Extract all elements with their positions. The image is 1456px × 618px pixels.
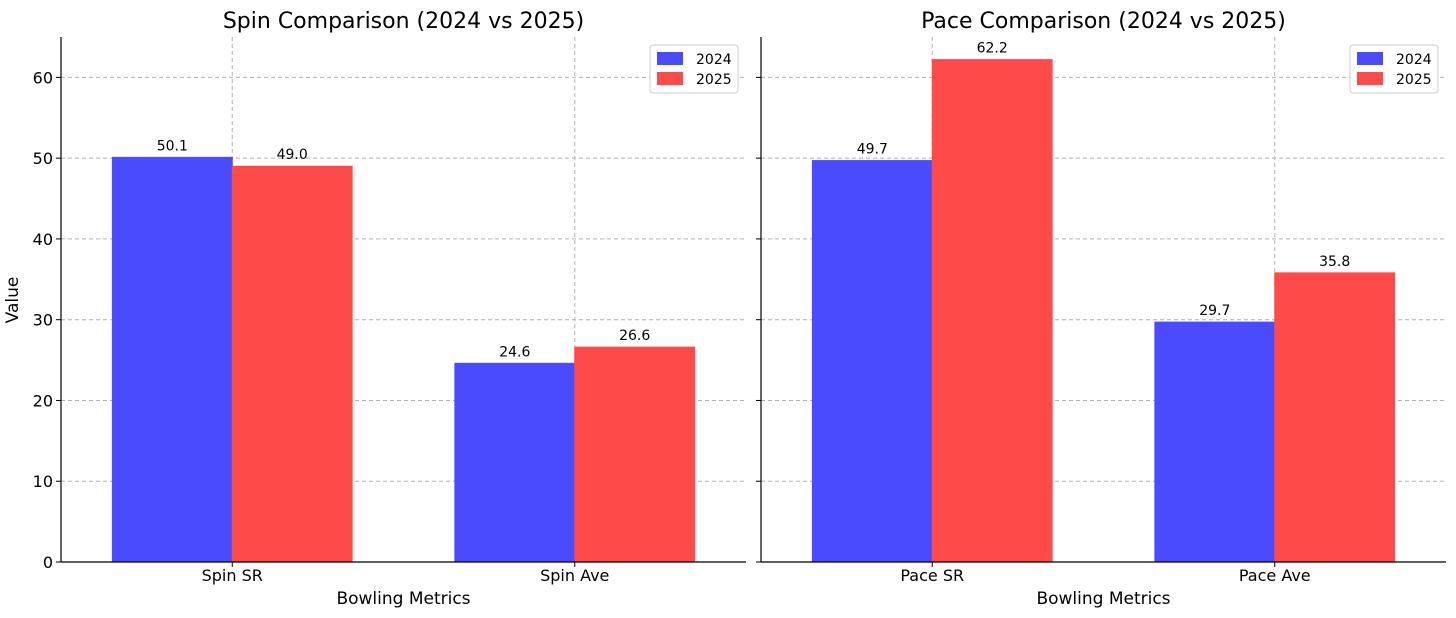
chart-panel-2: 49.7 29.7 62.2 35.8 Pace SR Pace Ave Bowling M…	[756, 9, 1446, 609]
x-tick-label: Spin Ave	[540, 566, 609, 585]
legend-label-2025: 2025	[696, 72, 732, 88]
legend: 2024 2025	[1349, 44, 1439, 94]
legend-label-2025: 2025	[1396, 72, 1432, 88]
chart-title: Spin Comparison (2024 vs 2025)	[223, 9, 584, 34]
y-tick-label: 0	[43, 553, 53, 572]
chart-panel-1: 50.1 24.6 49.0 26.6 0 10 20 30 40 50 60 Spin SR Spin…	[33, 9, 746, 609]
y-tick-label: 50	[33, 149, 53, 168]
bar-2025-spin-sr	[231, 165, 353, 563]
y-tick-label: 20	[33, 391, 53, 410]
legend-label-2024: 2024	[696, 52, 732, 68]
x-axis-label: Bowling Metrics	[336, 589, 470, 609]
legend-swatch-2024	[1357, 52, 1383, 65]
bar-2024-pace-ave	[1154, 321, 1276, 563]
bar-value-label: 29.7	[1199, 303, 1230, 319]
legend: 2024 2025	[649, 44, 739, 94]
bar-value-label: 49.0	[277, 147, 308, 163]
x-tick-label: Pace Ave	[1239, 566, 1311, 585]
x-tick-label: Spin SR	[202, 566, 263, 585]
bar-value-label: 50.1	[157, 138, 188, 154]
y-axis-label: Value	[3, 277, 23, 324]
bar-2025-pace-sr	[931, 59, 1053, 563]
bar-value-label: 35.8	[1319, 254, 1350, 270]
bar-value-label: 24.6	[499, 344, 530, 360]
y-tick-label: 60	[33, 68, 53, 87]
bar-2025-spin-ave	[574, 346, 696, 563]
y-tick-label: 40	[33, 230, 53, 249]
bar-2025-pace-ave	[1274, 272, 1396, 563]
legend-label-2024: 2024	[1396, 52, 1432, 68]
bar-2024-pace-sr	[811, 160, 933, 563]
legend-swatch-2025	[657, 72, 683, 85]
bar-2024-spin-sr	[111, 156, 233, 563]
bar-value-label: 49.7	[857, 142, 888, 158]
bar-2024-spin-ave	[454, 362, 576, 563]
chart-title: Pace Comparison (2024 vs 2025)	[921, 9, 1286, 34]
legend-swatch-2024	[657, 52, 683, 65]
x-tick-label: Pace SR	[900, 566, 964, 585]
y-tick-label: 30	[33, 311, 53, 330]
bar-value-label: 62.2	[977, 41, 1008, 57]
legend-swatch-2025	[1357, 72, 1383, 85]
x-axis-label: Bowling Metrics	[1036, 589, 1170, 609]
bar-value-label: 26.6	[619, 328, 650, 344]
y-tick-label: 10	[33, 472, 53, 491]
